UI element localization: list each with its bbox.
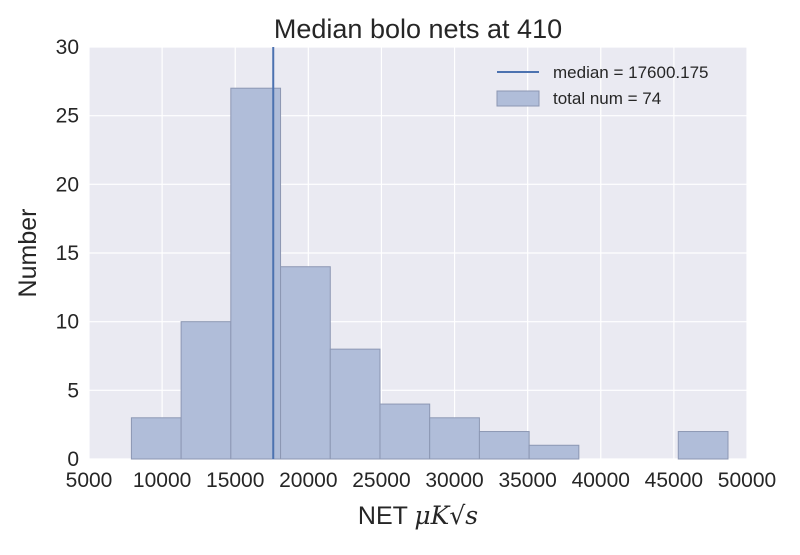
x-tick-label: 20000 — [279, 469, 337, 492]
y-tick-label: 0 — [67, 448, 79, 471]
histogram-bar — [677, 431, 729, 460]
x-axis-title: NET μK√s — [358, 501, 478, 530]
histogram-bar — [280, 266, 331, 460]
x-tick-label: 30000 — [425, 469, 483, 492]
legend: median = 17600.175 total num = 74 — [496, 63, 709, 108]
x-tick-label: 40000 — [572, 469, 630, 492]
y-tick-label: 5 — [67, 379, 79, 402]
y-tick-labels: 0 5 10 15 20 25 30 — [56, 36, 79, 471]
y-tick-label: 25 — [56, 105, 79, 128]
y-tick-label: 15 — [56, 242, 79, 265]
y-tick-label: 10 — [56, 311, 79, 334]
histogram-bar — [329, 348, 381, 460]
x-tick-labels: 5000 10000 15000 20000 25000 30000 35000 40000 4… — [66, 469, 777, 492]
x-tick-label: 50000 — [718, 469, 776, 492]
legend-total-swatch — [496, 90, 540, 107]
x-tick-label: 25000 — [352, 469, 410, 492]
histogram-bar — [478, 431, 530, 460]
histogram-bar — [528, 444, 580, 460]
histogram-bars — [130, 87, 729, 460]
legend-median-label: median = 17600.175 — [553, 63, 709, 82]
x-tick-label: 15000 — [206, 469, 264, 492]
x-axis-label: NET — [358, 502, 408, 530]
y-axis-title: Number — [14, 209, 42, 298]
histogram-bar — [180, 321, 232, 460]
x-tick-label: 35000 — [498, 469, 556, 492]
histogram-bar — [429, 417, 480, 460]
x-tick-label: 45000 — [645, 469, 703, 492]
y-tick-label: 30 — [56, 36, 79, 59]
chart-title: Median bolo nets at 410 — [274, 14, 562, 44]
x-tick-label: 5000 — [66, 469, 113, 492]
x-tick-label: 10000 — [133, 469, 191, 492]
x-axis-unit: μK√s — [414, 501, 478, 530]
histogram-bar — [379, 403, 431, 460]
legend-total-label: total num = 74 — [553, 89, 661, 108]
y-tick-label: 20 — [56, 173, 79, 196]
histogram-bar — [130, 417, 182, 460]
